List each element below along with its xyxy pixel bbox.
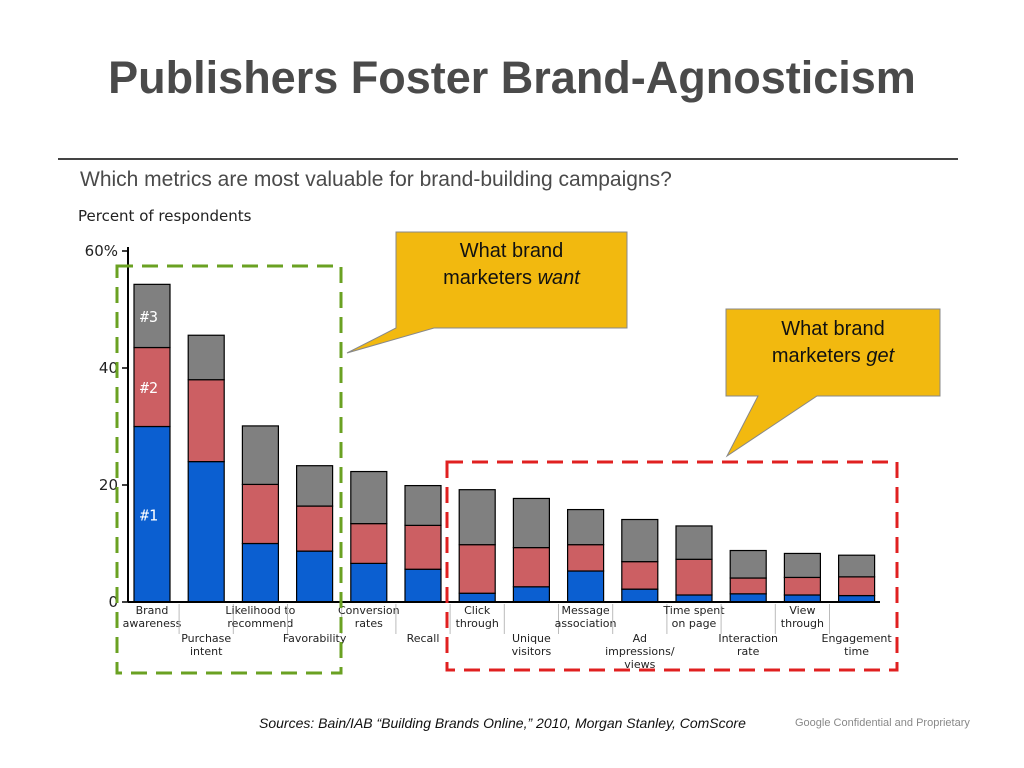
- bar-segment-3-5: [350, 470, 388, 525]
- bar-segment-3-14: [837, 554, 876, 578]
- category-label: Interaction rate: [718, 632, 778, 658]
- bar-segment-1-8: [512, 586, 551, 603]
- confidential-note: Google Confidential and Proprietary: [795, 717, 970, 729]
- bar-segment-3-7: [458, 489, 496, 546]
- bar-segment-1-10: [621, 588, 659, 603]
- bar-segment-2-7: [458, 544, 496, 594]
- bar-segment-1-11: [675, 594, 713, 603]
- bar-segment-3-10: [621, 518, 659, 563]
- category-label: Recall: [407, 632, 440, 645]
- bar-segment-3-4: [296, 465, 334, 507]
- category-label: Engagement time: [822, 632, 893, 658]
- category-label: Favorability: [283, 632, 347, 645]
- category-label: Conversion rates: [338, 604, 400, 630]
- bar-segment-3-1: [133, 283, 171, 349]
- source-note: Sources: Bain/IAB “Building Brands Onlin…: [259, 715, 746, 731]
- bar-segment-2-3: [241, 483, 279, 545]
- bar-segment-3-11: [675, 525, 713, 560]
- bar-segment-2-6: [404, 524, 442, 570]
- bar-segment-3-3: [241, 425, 279, 486]
- bar-segment-1-5: [350, 562, 388, 603]
- bar-segment-2-9: [566, 544, 605, 572]
- bar-segment-2-14: [837, 576, 876, 597]
- get-callout-bubble: [725, 308, 941, 458]
- bar-segment-1-1: [133, 425, 171, 603]
- category-label: Unique visitors: [512, 632, 552, 658]
- y-tick-label: 40: [99, 359, 118, 377]
- bar-segment-3-12: [729, 549, 767, 579]
- get-callout-text: What brand marketers get: [771, 318, 895, 367]
- y-axis-label: Percent of respondents: [78, 207, 252, 225]
- bar-segment-2-11: [675, 558, 713, 596]
- bar-segment-1-13: [783, 594, 822, 603]
- series-label-1: #1: [140, 506, 158, 524]
- bar-segment-3-2: [187, 334, 225, 381]
- bar-segment-2-1: [133, 346, 171, 428]
- get-highlight-frame: [445, 460, 899, 672]
- category-label: Message association: [555, 604, 617, 630]
- bar-segment-3-9: [566, 508, 605, 546]
- y-tick-label: 20: [99, 476, 118, 494]
- bar-segment-1-12: [729, 593, 767, 603]
- bar-segment-2-4: [296, 505, 334, 552]
- bar-segment-2-12: [729, 577, 767, 595]
- y-tick-label: 60%: [85, 242, 118, 260]
- want-highlight-frame: [115, 264, 343, 675]
- bar-segment-1-4: [296, 550, 334, 603]
- bar-segment-2-8: [512, 546, 551, 588]
- category-label: Likelihood to recommend: [225, 604, 295, 630]
- category-label: Purchase intent: [181, 632, 231, 658]
- bar-segment-2-13: [783, 576, 822, 596]
- slide-title: Publishers Foster Brand-Agnosticism: [108, 52, 916, 103]
- bar-segment-1-6: [404, 568, 442, 603]
- bar-segment-3-13: [783, 552, 822, 579]
- want-callout-text: What brand marketers want: [443, 240, 580, 289]
- category-label: Brand awareness: [123, 604, 182, 630]
- slide-subtitle: Which metrics are most valuable for bran…: [80, 168, 672, 191]
- category-label: Time spent on page: [662, 604, 725, 630]
- bar-segment-3-6: [404, 484, 442, 526]
- bar-segment-3-8: [512, 497, 551, 549]
- series-label-3: #3: [140, 308, 158, 326]
- want-callout-bubble: [346, 231, 628, 354]
- category-label: Click through: [456, 604, 499, 630]
- bar-segment-1-3: [241, 542, 279, 603]
- bar-segment-1-9: [566, 570, 605, 603]
- y-tick-label: 0: [108, 593, 118, 611]
- bar-segment-2-5: [350, 523, 388, 564]
- bar-segment-1-7: [458, 592, 496, 603]
- bar-segment-2-2: [187, 379, 225, 463]
- bar-segment-1-2: [187, 461, 225, 603]
- bar-segment-2-10: [621, 561, 659, 590]
- series-label-2: #2: [140, 379, 158, 397]
- title-divider: [58, 158, 958, 160]
- category-label: View through: [781, 604, 824, 630]
- category-label: Ad impressions/views: [605, 632, 675, 671]
